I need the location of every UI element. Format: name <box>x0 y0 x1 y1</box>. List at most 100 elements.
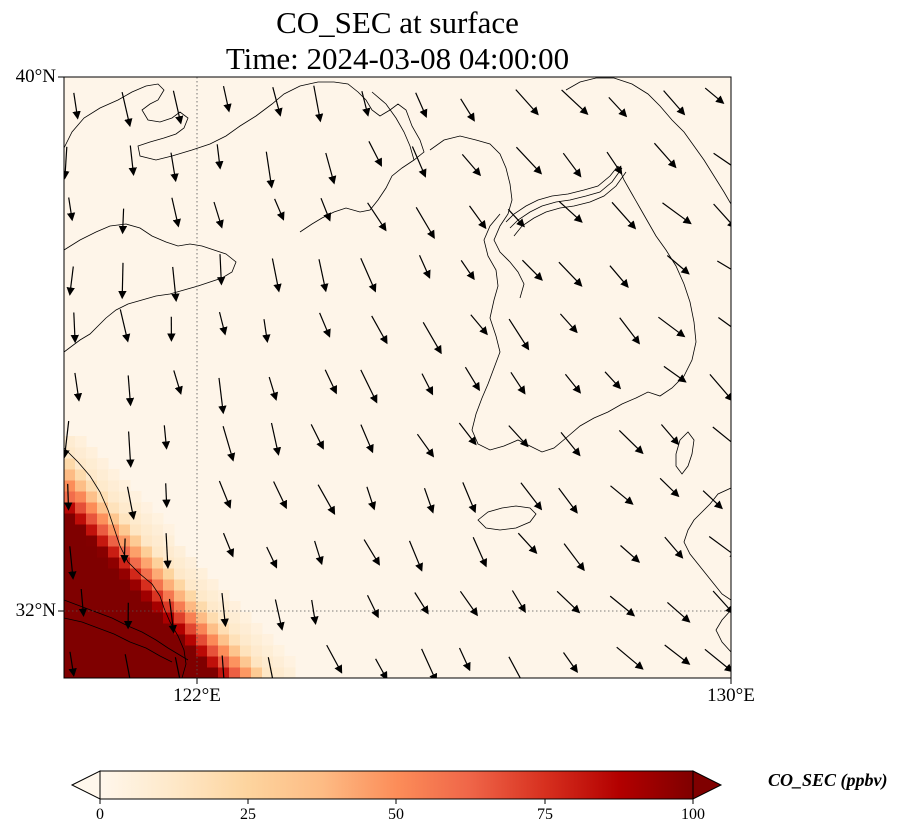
wind-arrow <box>360 257 377 293</box>
concentration-cell <box>75 513 87 525</box>
wind-arrow <box>320 197 332 222</box>
wind-arrow <box>360 424 374 454</box>
concentration-cell <box>196 667 208 678</box>
concentration-cell <box>97 502 109 514</box>
wind-arrow <box>170 152 179 183</box>
wind-arrow <box>414 592 429 615</box>
concentration-cell <box>229 612 241 624</box>
concentration-cell <box>273 645 285 657</box>
concentration-cell <box>75 623 87 635</box>
wind-arrow <box>119 309 131 343</box>
wind-arrow <box>272 87 283 117</box>
concentration-cell <box>152 535 164 547</box>
wind-arrow <box>507 208 525 228</box>
wind-arrow <box>511 590 526 613</box>
wind-arrow <box>609 265 629 288</box>
wind-arrow <box>314 540 324 566</box>
concentration-cell <box>64 535 76 547</box>
concentration-cell <box>207 667 219 678</box>
concentration-cell <box>141 601 153 613</box>
colorbar-label-0: 0 <box>96 806 104 823</box>
concentration-cell <box>108 645 120 657</box>
concentration-cell <box>119 667 131 678</box>
wind-arrow <box>563 543 585 572</box>
concentration-cell <box>86 590 98 602</box>
gridlines <box>64 77 731 678</box>
colorbar-extend-high <box>692 770 723 800</box>
wind-arrow <box>563 652 578 673</box>
wind-arrow <box>273 481 287 510</box>
concentration-cell <box>251 656 263 668</box>
wind-arrow <box>618 429 644 455</box>
concentration-cell <box>174 557 186 569</box>
wind-arrow <box>274 198 285 221</box>
wind-arrow <box>416 433 435 458</box>
wind-arrow <box>319 312 331 338</box>
concentration-cell <box>185 623 197 635</box>
concentration-cell <box>284 656 296 668</box>
concentration-cell <box>108 579 120 591</box>
wind-arrow <box>472 537 488 568</box>
wind-arrow <box>712 590 731 615</box>
concentration-cell <box>75 546 87 558</box>
concentration-cell <box>174 612 186 624</box>
concentration-cell <box>196 612 208 624</box>
wind-arrow <box>360 369 378 404</box>
concentration-cell <box>196 656 208 668</box>
concentration-cell <box>163 634 175 646</box>
concentration-cell <box>108 623 120 635</box>
wind-arrow <box>564 373 582 394</box>
concentration-cell <box>163 645 175 657</box>
concentration-cell <box>86 447 98 459</box>
concentration-cell <box>130 557 142 569</box>
colorbar-label-100: 100 <box>681 806 705 823</box>
concentration-cell <box>64 502 76 514</box>
concentration-cell <box>108 568 120 580</box>
wind-arrow <box>604 371 622 390</box>
wind-arrow <box>161 425 171 450</box>
concentration-cell <box>141 568 153 580</box>
wind-arrow <box>313 85 324 123</box>
concentration-cell <box>86 667 98 678</box>
concentration-cell <box>97 579 109 591</box>
concentration-cell <box>86 557 98 569</box>
concentration-cell <box>163 601 175 613</box>
wind-arrow <box>418 254 431 279</box>
concentration-cell <box>130 502 142 514</box>
concentration-cell <box>130 623 142 635</box>
wind-arrow <box>367 202 387 232</box>
wind-arrow <box>608 96 628 118</box>
wind-arrow <box>660 424 680 446</box>
concentration-cell <box>64 623 76 635</box>
concentration-cell <box>185 645 197 657</box>
wind-arrow <box>458 422 477 446</box>
concentration-cell <box>229 645 241 657</box>
concentration-cell <box>119 524 131 536</box>
wind-arrow <box>460 260 475 281</box>
concentration-cell <box>86 656 98 668</box>
map-area <box>64 77 731 678</box>
concentration-cell <box>64 656 76 668</box>
wind-arrow <box>366 594 379 619</box>
concentration-cell <box>196 601 208 613</box>
concentration-cell <box>97 458 109 470</box>
wind-arrow <box>118 262 127 300</box>
concentration-cell <box>273 656 285 668</box>
concentration-cell <box>75 502 87 514</box>
wind-arrow <box>713 203 731 229</box>
wind-arrow <box>459 590 478 617</box>
concentration-cell <box>229 667 241 678</box>
concentration-cell <box>240 645 252 657</box>
concentration-cell <box>108 469 120 481</box>
wind-arrow <box>216 254 226 286</box>
concentration-cell <box>86 502 98 514</box>
concentration-cell <box>185 634 197 646</box>
coastline-china-east <box>64 447 187 678</box>
concentration-cell <box>119 601 131 613</box>
concentration-cell <box>130 524 142 536</box>
concentration-cell <box>207 579 219 591</box>
concentration-cell <box>75 436 87 448</box>
concentration-cell <box>196 623 208 635</box>
wind-arrow <box>408 540 423 572</box>
concentration-cell <box>262 667 274 678</box>
